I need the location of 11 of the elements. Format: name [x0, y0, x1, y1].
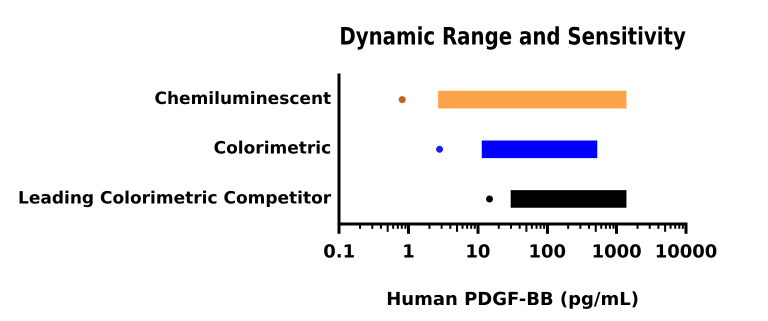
x-tick-label: 1 — [402, 241, 415, 262]
x-tick-label: 10000 — [654, 241, 718, 262]
y-tick-label: Leading Colorimetric Competitor — [18, 188, 332, 208]
x-axis-title: Human PDGF-BB (pg/mL) — [386, 288, 639, 310]
x-tick-label: 10 — [465, 241, 490, 262]
x-tick-label: 1000 — [592, 241, 642, 262]
chart-title: Dynamic Range and Sensitivity — [339, 24, 686, 52]
x-tick-label: 0.1 — [323, 241, 356, 262]
y-tick-label: Colorimetric — [214, 138, 332, 159]
x-tick-label: 100 — [528, 241, 566, 262]
y-tick-label: Chemiluminescent — [154, 89, 332, 110]
